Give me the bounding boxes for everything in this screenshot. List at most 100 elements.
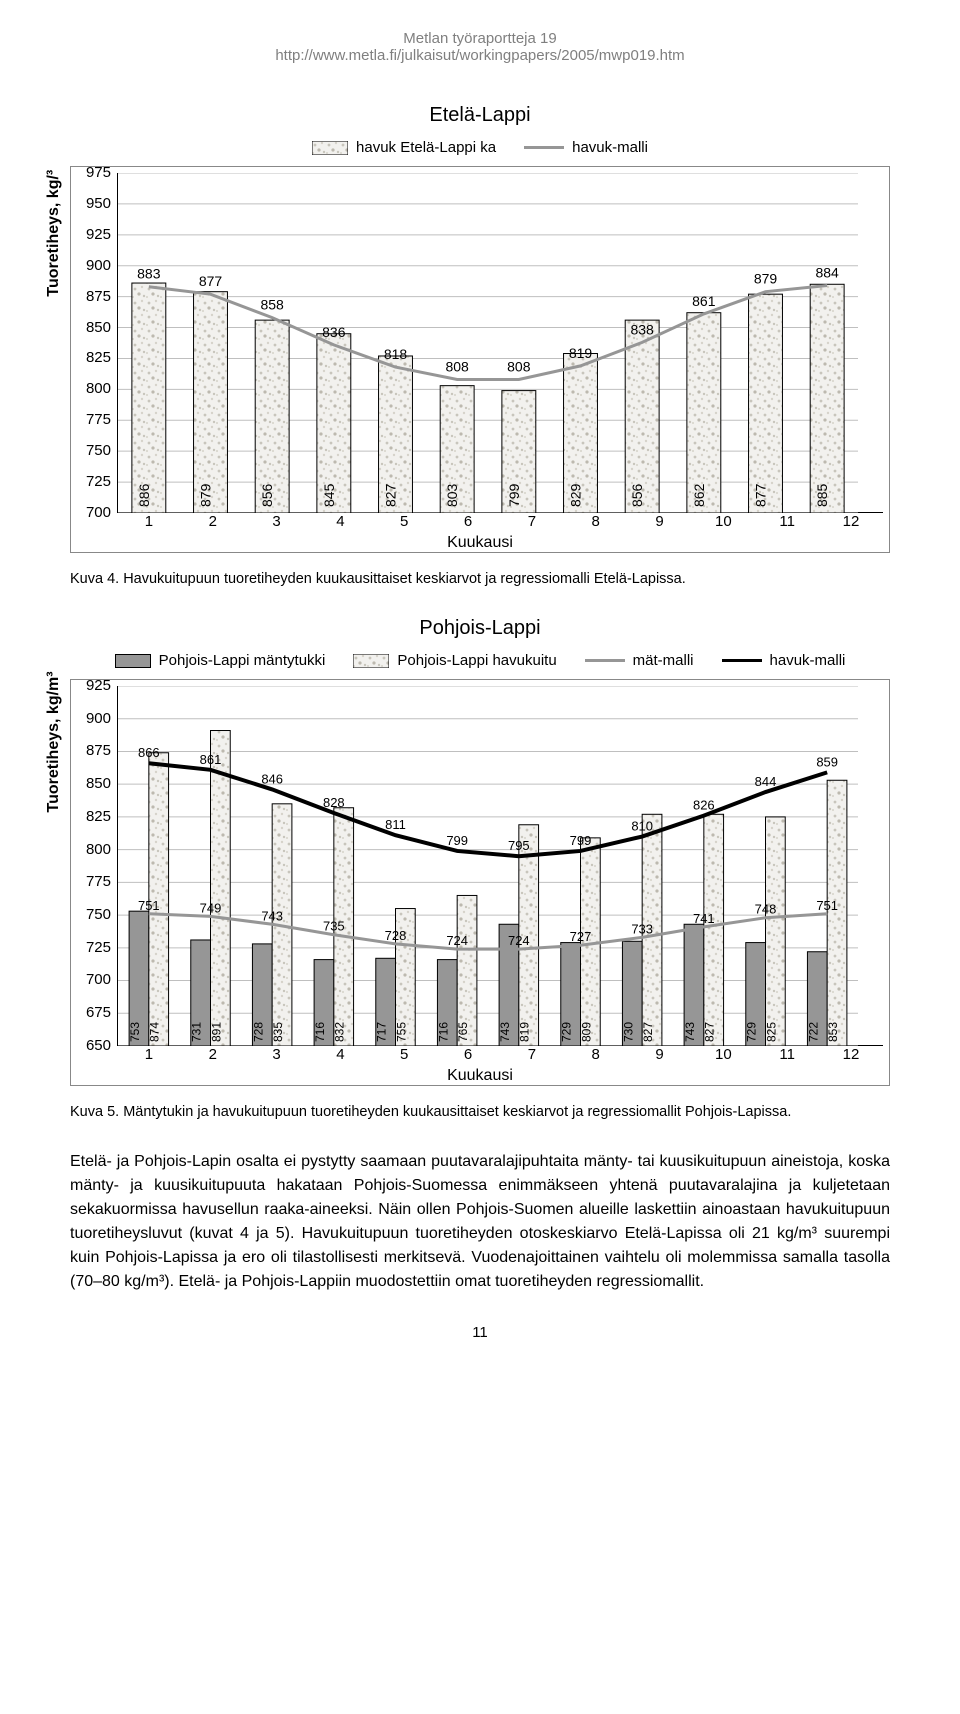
body-paragraph: Etelä- ja Pohjois-Lapin osalta ei pystyt…	[70, 1150, 890, 1294]
xtick-label: 2	[181, 1046, 245, 1063]
chart1-bar	[132, 283, 166, 513]
chart2-line1-label: 748	[755, 902, 777, 917]
legend-item: Pohjois-Lappi havukuitu	[353, 652, 556, 669]
legend-item: mät-malli	[585, 652, 694, 669]
chart2-line1-label: 749	[200, 900, 222, 915]
chart2-line2-label: 799	[570, 833, 592, 848]
chart2-line2-label: 859	[816, 754, 838, 769]
chart2-line1-label: 741	[693, 911, 715, 926]
xtick-label: 10	[691, 513, 755, 530]
legend-label: Pohjois-Lappi mäntytukki	[159, 652, 326, 669]
chart1-frame: Tuoretiheys, kg/³ 9759509259008758508258…	[70, 166, 890, 553]
xtick-label: 2	[181, 513, 245, 530]
chart2-bar-b-value: 832	[333, 1022, 347, 1042]
xtick-label: 3	[245, 513, 309, 530]
chart1-bar-value: 845	[321, 483, 337, 507]
chart1-line-label: 861	[692, 293, 716, 309]
chart2-bar-b	[704, 814, 724, 1046]
chart1-bar-value: 827	[383, 483, 399, 507]
legend-label: Pohjois-Lappi havukuitu	[397, 652, 556, 669]
xtick-label: 4	[308, 513, 372, 530]
xtick-label: 9	[628, 513, 692, 530]
chart2-line2-label: 866	[138, 745, 160, 760]
chart2-bar-a-value: 730	[621, 1022, 635, 1042]
chart2-bar-b	[211, 731, 231, 1046]
legend-swatch-line	[585, 659, 625, 662]
legend-swatch-line	[722, 659, 762, 662]
chart2-line2-label: 810	[631, 819, 653, 834]
xtick-label: 4	[308, 1046, 372, 1063]
chart2-line2-label: 795	[508, 838, 530, 853]
chart2-bar-a-value: 729	[560, 1022, 574, 1042]
chart2-bar-a-value: 743	[498, 1022, 512, 1042]
chart2-bar-b-value: 765	[456, 1022, 470, 1042]
chart1-bar-value: 856	[629, 483, 645, 507]
chart2-line2-label: 846	[261, 771, 283, 786]
legend-label: havuk-malli	[770, 652, 846, 669]
chart1-line-label: 836	[322, 324, 346, 340]
legend-label: havuk-malli	[572, 139, 648, 156]
chart1-line-label: 877	[199, 273, 223, 289]
header-line-1: Metlan työraportteja 19	[40, 30, 920, 47]
chart2-bar-b-value: 874	[148, 1022, 162, 1042]
chart1-bar-value: 879	[198, 483, 214, 507]
xtick-label: 1	[117, 513, 181, 530]
chart2-title: Pohjois-Lappi	[40, 617, 920, 640]
chart2-bar-b-value: 809	[579, 1022, 593, 1042]
legend-swatch-bar	[353, 654, 389, 668]
chart1-line-label: 858	[260, 297, 284, 313]
chart2-bar-a-value: 716	[313, 1022, 327, 1042]
xtick-label: 8	[564, 513, 628, 530]
caption-2: Kuva 5. Mäntytukin ja havukuitupuun tuor…	[70, 1104, 890, 1120]
chart2-yaxis: 925900875850825800775750725700675650	[77, 686, 117, 1046]
xtick-label: 11	[755, 1046, 819, 1063]
chart2-ylabel: Tuoretiheys, kg/m³	[45, 671, 63, 812]
chart2-line1-label: 727	[570, 929, 592, 944]
xtick-label: 3	[245, 1046, 309, 1063]
xtick-label: 1	[117, 1046, 181, 1063]
chart1-bar-value: 799	[506, 483, 522, 507]
chart1-line-label: 808	[445, 358, 469, 374]
xtick-label: 9	[628, 1046, 692, 1063]
chart2-bar-a-value: 729	[745, 1022, 759, 1042]
xtick-label: 7	[500, 513, 564, 530]
chart2-svg: 7538747318917288357168327177557167657438…	[118, 686, 858, 1046]
chart2-line2-label: 828	[323, 795, 345, 810]
chart2-bar-b-value: 755	[394, 1022, 408, 1042]
chart2-line-havuk	[149, 763, 827, 856]
chart2-bar-b-value: 853	[826, 1022, 840, 1042]
chart1-line-label: 883	[137, 266, 161, 282]
xtick-label: 12	[819, 1046, 883, 1063]
chart2-xaxis: 123456789101112	[117, 1046, 883, 1063]
chart2-bar-b-value: 827	[703, 1022, 717, 1042]
chart1-bar-value: 885	[814, 483, 830, 507]
chart1-bar-value: 803	[444, 483, 460, 507]
chart2-line1-label: 733	[631, 921, 653, 936]
legend-item: havuk-malli	[722, 652, 846, 669]
chart2-line1-label: 724	[508, 933, 530, 948]
chart2-bar-b-value: 891	[209, 1022, 223, 1042]
chart2-frame: Tuoretiheys, kg/m³ 925900875850825800775…	[70, 679, 890, 1086]
legend-label: mät-malli	[633, 652, 694, 669]
chart1-xaxis: 123456789101112	[117, 513, 883, 530]
page-number: 11	[40, 1324, 920, 1341]
chart1-bar	[194, 292, 228, 513]
chart2-bar-b-value: 825	[764, 1022, 778, 1042]
chart2-line2-label: 811	[385, 817, 406, 832]
chart2-bar-a-value: 716	[436, 1022, 450, 1042]
chart1-bar-value: 886	[136, 483, 152, 507]
chart2-legend: Pohjois-Lappi mäntytukki Pohjois-Lappi ha…	[70, 652, 890, 669]
chart1-bar-value: 856	[259, 483, 275, 507]
xtick-label: 11	[755, 513, 819, 530]
chart2-bar-b-value: 819	[518, 1022, 532, 1042]
chart1-bar-value: 862	[691, 483, 707, 507]
chart1-line-label: 818	[384, 346, 408, 362]
chart2-line2-label: 799	[446, 833, 468, 848]
chart1-plot-area: 8868798568458278037998298568628778858838…	[117, 173, 883, 513]
chart1-line	[149, 286, 827, 380]
chart2-line-mat	[149, 914, 827, 949]
header-line-2: http://www.metla.fi/julkaisut/workingpap…	[40, 47, 920, 64]
chart1-xlabel: Kuukausi	[77, 534, 883, 552]
legend-swatch-bar	[115, 654, 151, 668]
chart2-line2-label: 861	[200, 752, 222, 767]
